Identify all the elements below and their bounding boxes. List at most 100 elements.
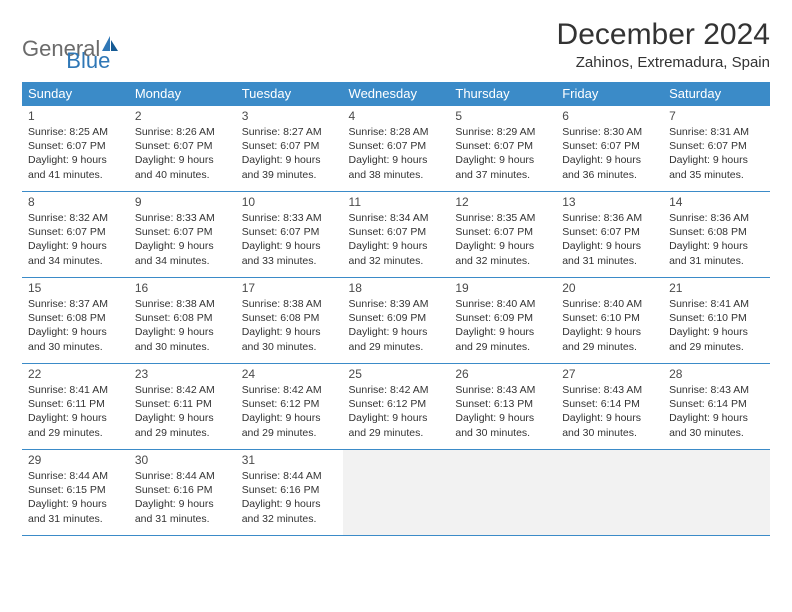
calendar-day-cell: 4Sunrise: 8:28 AMSunset: 6:07 PMDaylight… [343,106,450,192]
day-number: 21 [669,281,764,295]
daylight-text: Daylight: 9 hours [135,411,230,425]
day-number: 27 [562,367,657,381]
sunrise-text: Sunrise: 8:40 AM [562,297,657,311]
daylight-text: Daylight: 9 hours [349,325,444,339]
daylight-text: Daylight: 9 hours [562,411,657,425]
daylight-text: and 29 minutes. [349,340,444,354]
calendar-day-cell [663,450,770,536]
day-number: 4 [349,109,444,123]
daylight-text: Daylight: 9 hours [562,239,657,253]
daylight-text: Daylight: 9 hours [669,239,764,253]
daylight-text: and 34 minutes. [28,254,123,268]
calendar-day-cell: 21Sunrise: 8:41 AMSunset: 6:10 PMDayligh… [663,278,770,364]
calendar-day-cell: 23Sunrise: 8:42 AMSunset: 6:11 PMDayligh… [129,364,236,450]
day-number: 8 [28,195,123,209]
day-number: 13 [562,195,657,209]
calendar-day-cell [343,450,450,536]
daylight-text: Daylight: 9 hours [28,411,123,425]
sunrise-text: Sunrise: 8:42 AM [242,383,337,397]
sunset-text: Sunset: 6:15 PM [28,483,123,497]
sunrise-text: Sunrise: 8:29 AM [455,125,550,139]
daylight-text: Daylight: 9 hours [242,239,337,253]
calendar-week-row: 15Sunrise: 8:37 AMSunset: 6:08 PMDayligh… [22,278,770,364]
daylight-text: Daylight: 9 hours [135,153,230,167]
day-number: 14 [669,195,764,209]
sunset-text: Sunset: 6:08 PM [242,311,337,325]
daylight-text: and 37 minutes. [455,168,550,182]
calendar-day-cell: 25Sunrise: 8:42 AMSunset: 6:12 PMDayligh… [343,364,450,450]
sunset-text: Sunset: 6:08 PM [28,311,123,325]
sunset-text: Sunset: 6:07 PM [669,139,764,153]
sunrise-text: Sunrise: 8:42 AM [135,383,230,397]
day-header: Friday [556,82,663,106]
sunrise-text: Sunrise: 8:43 AM [669,383,764,397]
calendar-day-cell: 13Sunrise: 8:36 AMSunset: 6:07 PMDayligh… [556,192,663,278]
calendar-week-row: 1Sunrise: 8:25 AMSunset: 6:07 PMDaylight… [22,106,770,192]
calendar-day-cell: 19Sunrise: 8:40 AMSunset: 6:09 PMDayligh… [449,278,556,364]
daylight-text: Daylight: 9 hours [242,497,337,511]
sunset-text: Sunset: 6:07 PM [562,225,657,239]
daylight-text: and 29 minutes. [349,426,444,440]
day-number: 30 [135,453,230,467]
day-number: 2 [135,109,230,123]
calendar-day-cell: 7Sunrise: 8:31 AMSunset: 6:07 PMDaylight… [663,106,770,192]
sunset-text: Sunset: 6:11 PM [28,397,123,411]
sunrise-text: Sunrise: 8:33 AM [135,211,230,225]
daylight-text: and 31 minutes. [669,254,764,268]
day-number: 19 [455,281,550,295]
sunrise-text: Sunrise: 8:25 AM [28,125,123,139]
daylight-text: and 41 minutes. [28,168,123,182]
day-number: 12 [455,195,550,209]
daylight-text: Daylight: 9 hours [349,239,444,253]
day-header: Sunday [22,82,129,106]
sunrise-text: Sunrise: 8:34 AM [349,211,444,225]
day-number: 7 [669,109,764,123]
daylight-text: Daylight: 9 hours [349,411,444,425]
sunrise-text: Sunrise: 8:35 AM [455,211,550,225]
calendar-week-row: 22Sunrise: 8:41 AMSunset: 6:11 PMDayligh… [22,364,770,450]
sunrise-text: Sunrise: 8:38 AM [135,297,230,311]
daylight-text: and 30 minutes. [135,340,230,354]
daylight-text: and 29 minutes. [669,340,764,354]
daylight-text: Daylight: 9 hours [135,239,230,253]
sunrise-text: Sunrise: 8:32 AM [28,211,123,225]
day-number: 18 [349,281,444,295]
daylight-text: and 31 minutes. [28,512,123,526]
daylight-text: and 31 minutes. [562,254,657,268]
calendar-day-cell: 1Sunrise: 8:25 AMSunset: 6:07 PMDaylight… [22,106,129,192]
day-number: 31 [242,453,337,467]
daylight-text: and 29 minutes. [28,426,123,440]
daylight-text: Daylight: 9 hours [28,325,123,339]
sunset-text: Sunset: 6:12 PM [349,397,444,411]
calendar-day-cell: 16Sunrise: 8:38 AMSunset: 6:08 PMDayligh… [129,278,236,364]
day-number: 20 [562,281,657,295]
sunset-text: Sunset: 6:07 PM [135,139,230,153]
daylight-text: Daylight: 9 hours [28,239,123,253]
sunrise-text: Sunrise: 8:43 AM [562,383,657,397]
day-header: Saturday [663,82,770,106]
sunrise-text: Sunrise: 8:36 AM [669,211,764,225]
day-number: 29 [28,453,123,467]
sunrise-text: Sunrise: 8:33 AM [242,211,337,225]
calendar-day-cell: 26Sunrise: 8:43 AMSunset: 6:13 PMDayligh… [449,364,556,450]
day-number: 10 [242,195,337,209]
daylight-text: and 29 minutes. [135,426,230,440]
brand-logo: General Blue [22,18,110,74]
day-header: Thursday [449,82,556,106]
sunset-text: Sunset: 6:07 PM [455,225,550,239]
day-header: Tuesday [236,82,343,106]
sunset-text: Sunset: 6:14 PM [562,397,657,411]
calendar-day-cell: 5Sunrise: 8:29 AMSunset: 6:07 PMDaylight… [449,106,556,192]
sunrise-text: Sunrise: 8:44 AM [135,469,230,483]
sunrise-text: Sunrise: 8:41 AM [669,297,764,311]
daylight-text: Daylight: 9 hours [28,497,123,511]
daylight-text: Daylight: 9 hours [28,153,123,167]
sunrise-text: Sunrise: 8:39 AM [349,297,444,311]
day-number: 28 [669,367,764,381]
daylight-text: and 30 minutes. [455,426,550,440]
calendar-day-cell: 17Sunrise: 8:38 AMSunset: 6:08 PMDayligh… [236,278,343,364]
sunset-text: Sunset: 6:09 PM [455,311,550,325]
daylight-text: and 31 minutes. [135,512,230,526]
sunset-text: Sunset: 6:09 PM [349,311,444,325]
day-number: 6 [562,109,657,123]
